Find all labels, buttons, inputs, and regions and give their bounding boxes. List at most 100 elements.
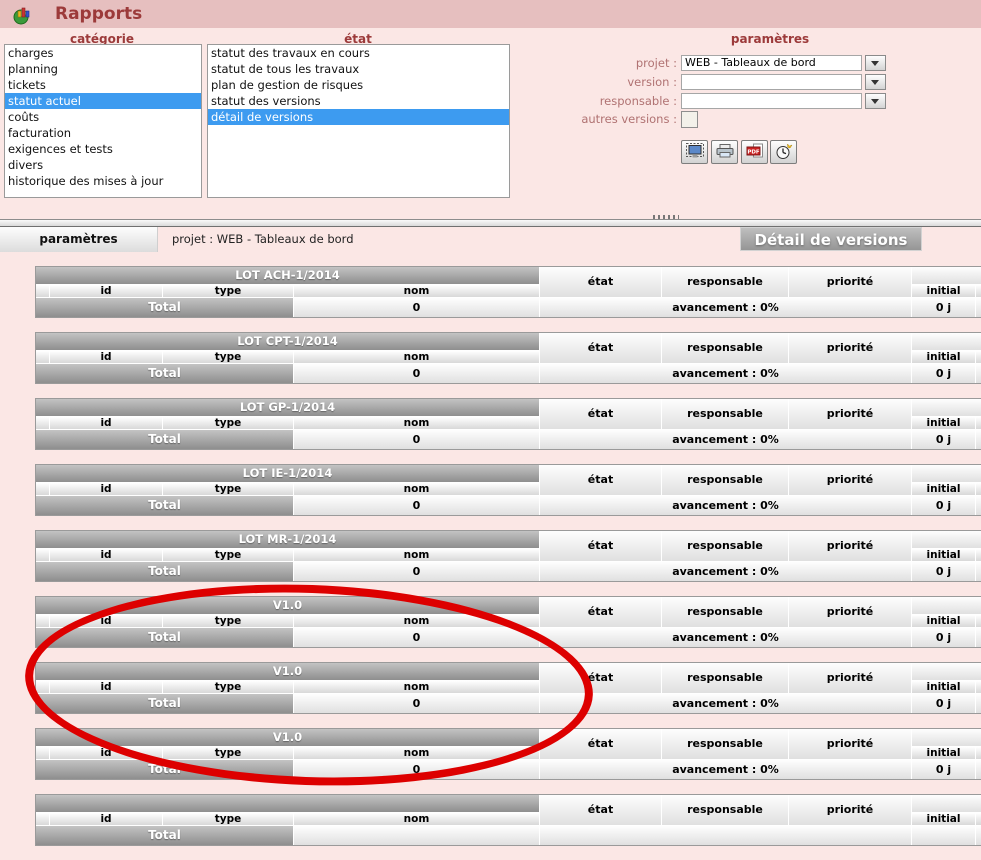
priorite-header-cell: priorité xyxy=(789,267,911,297)
etat-header-cell: état xyxy=(540,465,661,495)
avancement-cell: avancement : 0% xyxy=(540,760,911,779)
list-item[interactable]: statut des versions xyxy=(211,94,321,108)
row-spacer-cell xyxy=(36,813,49,825)
report-block: état responsable priorité id type nom initial T… xyxy=(35,794,981,846)
nom-total-cell: 0 xyxy=(294,562,539,581)
report-block: LOT MR-1/2014 état responsable priorité id ty… xyxy=(35,530,981,582)
right-edge-cell xyxy=(976,681,981,693)
total-label-cell: Total xyxy=(36,562,293,581)
id-header-cell: id xyxy=(50,351,162,363)
etat-header: état xyxy=(344,32,372,46)
list-item[interactable]: charges xyxy=(8,46,54,60)
categorie-listbox[interactable]: charges planning tickets statut actuel coûts… xyxy=(4,44,202,198)
initial-total-cell: 0 j xyxy=(912,760,975,779)
avancement-cell: avancement : 0% xyxy=(540,496,911,515)
list-item[interactable]: plan de gestion de risques xyxy=(211,78,364,92)
total-label-cell: Total xyxy=(36,694,293,713)
projet-dropdown-button[interactable] xyxy=(865,55,886,71)
pdf-export-button[interactable]: PDF xyxy=(741,140,768,164)
row-spacer-cell xyxy=(36,285,49,297)
chevron-down-icon xyxy=(871,80,879,85)
row-spacer-cell xyxy=(36,351,49,363)
right-edge-cell xyxy=(976,351,981,363)
version-label: version : xyxy=(627,75,677,89)
nom-total-cell: 0 xyxy=(294,430,539,449)
version-select[interactable] xyxy=(681,74,886,90)
initial-header-cell: initial xyxy=(912,285,975,297)
initial-total-cell: 0 j xyxy=(912,430,975,449)
list-item[interactable]: planning xyxy=(8,62,58,76)
row-spacer-cell xyxy=(36,747,49,759)
nom-header-cell: nom xyxy=(294,549,539,561)
type-header-cell: type xyxy=(163,681,293,693)
right-edge-total-cell xyxy=(976,364,981,383)
corner-blank-cell xyxy=(912,663,981,680)
type-header-cell: type xyxy=(163,747,293,759)
list-item[interactable]: statut de tous les travaux xyxy=(211,62,360,76)
list-item[interactable]: divers xyxy=(8,158,44,172)
initial-total-cell: 0 j xyxy=(912,496,975,515)
svg-text:PDF: PDF xyxy=(747,149,760,155)
list-item[interactable]: tickets xyxy=(8,78,46,92)
version-select-value[interactable] xyxy=(681,74,862,90)
list-item[interactable]: statut des travaux en cours xyxy=(211,46,370,60)
lot-title-cell xyxy=(36,795,539,812)
responsable-header-cell: responsable xyxy=(662,465,788,495)
type-header-cell: type xyxy=(163,417,293,429)
responsable-select-value[interactable] xyxy=(681,93,862,109)
initial-header-cell: initial xyxy=(912,615,975,627)
list-item[interactable]: détail de versions xyxy=(208,109,509,125)
right-edge-total-cell xyxy=(976,496,981,515)
right-edge-cell xyxy=(976,813,981,825)
id-header-cell: id xyxy=(50,813,162,825)
type-header-cell: type xyxy=(163,285,293,297)
row-spacer-cell xyxy=(36,615,49,627)
projet-select-value[interactable]: WEB - Tableaux de bord xyxy=(681,55,862,71)
projet-select[interactable]: WEB - Tableaux de bord xyxy=(681,55,886,71)
history-button[interactable] xyxy=(770,140,797,164)
version-dropdown-button[interactable] xyxy=(865,74,886,90)
screen-preview-button[interactable] xyxy=(681,140,708,164)
lot-title-cell: LOT GP-1/2014 xyxy=(36,399,539,416)
lot-title-cell: LOT MR-1/2014 xyxy=(36,531,539,548)
report-block: V1.0 état responsable priorité id type nom init… xyxy=(35,728,981,780)
lot-title-cell: LOT CPT-1/2014 xyxy=(36,333,539,350)
responsable-header-cell: responsable xyxy=(662,663,788,693)
lot-title-cell: V1.0 xyxy=(36,597,539,614)
etat-listbox[interactable]: statut des travaux en cours statut de tou… xyxy=(207,44,510,198)
etat-header-cell: état xyxy=(540,795,661,825)
list-item[interactable]: coûts xyxy=(8,110,40,124)
clock-icon xyxy=(776,143,793,159)
priorite-header-cell: priorité xyxy=(789,795,911,825)
etat-header-cell: état xyxy=(540,663,661,693)
priorite-header-cell: priorité xyxy=(789,465,911,495)
responsable-header-cell: responsable xyxy=(662,597,788,627)
nom-total-cell: 0 xyxy=(294,760,539,779)
horizontal-splitter[interactable] xyxy=(0,219,981,227)
responsable-select[interactable] xyxy=(681,93,886,109)
id-header-cell: id xyxy=(50,417,162,429)
row-spacer-cell xyxy=(36,417,49,429)
parametres-header: paramètres xyxy=(730,32,810,46)
initial-total-cell: 0 j xyxy=(912,628,975,647)
avancement-cell: avancement : 0% xyxy=(540,364,911,383)
autres-versions-checkbox[interactable] xyxy=(681,111,698,128)
initial-total-cell: 0 j xyxy=(912,364,975,383)
priorite-header-cell: priorité xyxy=(789,531,911,561)
type-header-cell: type xyxy=(163,615,293,627)
list-item[interactable]: exigences et tests xyxy=(8,142,113,156)
responsable-header-cell: responsable xyxy=(662,729,788,759)
responsable-dropdown-button[interactable] xyxy=(865,93,886,109)
right-edge-cell xyxy=(976,615,981,627)
responsable-header-cell: responsable xyxy=(662,333,788,363)
chevron-down-icon xyxy=(871,61,879,66)
report-block: V1.0 état responsable priorité id type nom init… xyxy=(35,596,981,648)
list-item[interactable]: facturation xyxy=(8,126,72,140)
id-header-cell: id xyxy=(50,747,162,759)
list-item[interactable]: statut actuel xyxy=(5,93,201,109)
tab-parametres[interactable]: paramètres xyxy=(0,227,158,252)
list-item[interactable]: historique des mises à jour xyxy=(8,174,164,188)
right-edge-cell xyxy=(976,417,981,429)
nom-header-cell: nom xyxy=(294,417,539,429)
print-button[interactable] xyxy=(711,140,738,164)
